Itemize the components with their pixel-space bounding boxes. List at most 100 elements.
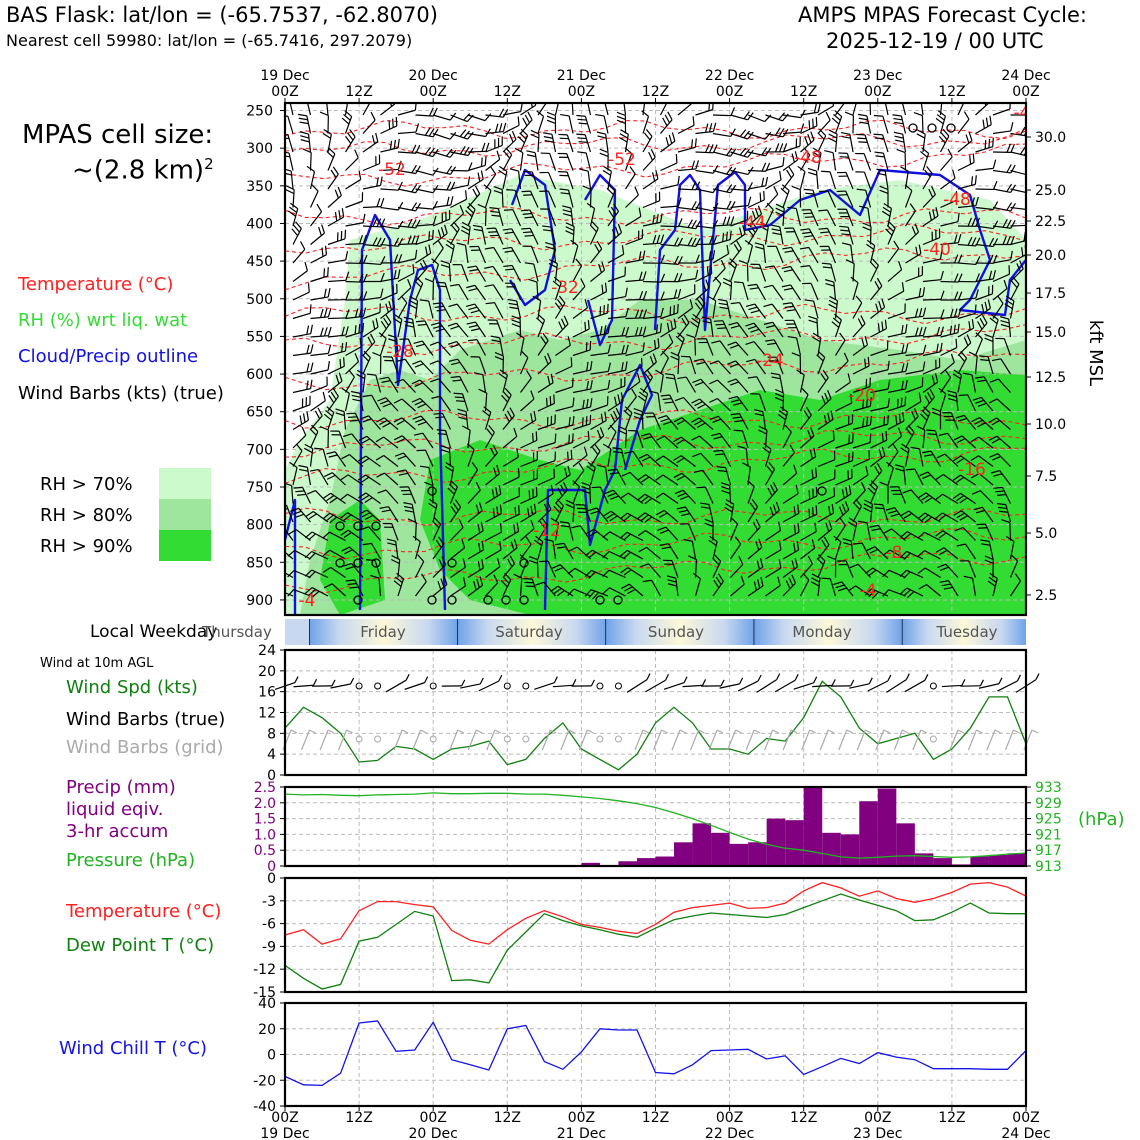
wind-barb-feather bbox=[739, 129, 747, 138]
wind-barb-staff bbox=[736, 322, 749, 338]
wind-barb-staff bbox=[310, 385, 328, 394]
wind-barb bbox=[502, 427, 518, 449]
wind-barb-feather bbox=[618, 137, 628, 143]
wind-barb-feather bbox=[642, 290, 648, 300]
wind-barb bbox=[469, 245, 487, 264]
precip-bar bbox=[655, 856, 675, 866]
wind-barb-true-feather bbox=[887, 674, 892, 682]
wind-barb bbox=[577, 151, 592, 171]
wind-barb-feather bbox=[691, 417, 700, 423]
precip-bar bbox=[674, 842, 693, 866]
wind-barb-staff bbox=[624, 153, 633, 171]
wind-barb-feather bbox=[680, 513, 691, 517]
wind-barb-feather bbox=[592, 447, 599, 455]
wind-barb-feather bbox=[1028, 128, 1032, 136]
wind-barb-feather bbox=[659, 529, 669, 534]
wind-barb-feather bbox=[362, 254, 368, 264]
bottom-hour-label: 00Z bbox=[1012, 1110, 1039, 1126]
wind-barb-feather bbox=[726, 216, 731, 226]
wind-barb bbox=[428, 498, 438, 523]
wind-barb-feather bbox=[362, 291, 368, 301]
wind-barb-staff bbox=[627, 567, 644, 579]
wind-barb-staff bbox=[493, 247, 504, 264]
wind-barb-feather bbox=[466, 443, 475, 451]
kft-tick-label: 12.5 bbox=[1035, 370, 1066, 386]
wind-barb-feather bbox=[437, 580, 442, 590]
wind-barb-feather bbox=[307, 283, 310, 293]
wind-barb-staff bbox=[957, 118, 970, 134]
wind-barb bbox=[310, 391, 326, 412]
wind-barb-staff bbox=[572, 369, 591, 375]
wind-barb-feather bbox=[412, 360, 421, 365]
wind-barb-staff bbox=[445, 430, 452, 449]
wind-barb-feather bbox=[483, 184, 492, 191]
wind-barb-feather bbox=[742, 462, 751, 468]
wind-barb-feather bbox=[513, 538, 518, 548]
wind-barb-feather bbox=[322, 549, 331, 557]
wind-barb-feather bbox=[517, 468, 520, 478]
wind-barb-staff bbox=[438, 341, 451, 356]
wind-barb-feather bbox=[732, 416, 742, 419]
wind-barb bbox=[920, 103, 924, 116]
wind-barb-staff bbox=[482, 374, 487, 393]
temp-contour-label: -20 bbox=[848, 386, 876, 406]
wind-barb bbox=[447, 322, 469, 338]
wind-barb-feather bbox=[436, 281, 446, 284]
wind-barb-feather bbox=[308, 552, 316, 560]
bottom-date-label: 24 Dec bbox=[1001, 1126, 1050, 1140]
wind-barb-feather bbox=[502, 576, 510, 584]
bottom-hour-label: 12Z bbox=[790, 1110, 817, 1126]
wind-barb-staff bbox=[397, 287, 412, 301]
wind-barb-staff bbox=[590, 352, 609, 357]
wind-barb-staff bbox=[432, 564, 447, 578]
wind-barb-feather bbox=[1028, 185, 1033, 192]
wind-barb bbox=[502, 555, 516, 578]
wind-barb-feather bbox=[432, 520, 440, 529]
wind-barb-feather bbox=[480, 170, 484, 180]
wind-barb-feather bbox=[484, 265, 494, 269]
wind-barb bbox=[394, 378, 416, 393]
wind-barb-feather bbox=[691, 237, 697, 247]
wind-barb-feather bbox=[271, 547, 279, 551]
wind-barb-staff bbox=[852, 103, 857, 116]
wind-barb-feather bbox=[594, 443, 601, 452]
wind-barb-feather bbox=[295, 513, 305, 518]
wind-barb-feather bbox=[351, 394, 361, 398]
wind-barb-feather bbox=[393, 580, 402, 587]
legend-rh80-label: RH > 80% bbox=[40, 505, 133, 526]
y2tick-label: 917 bbox=[1035, 843, 1062, 859]
wind-barb bbox=[662, 559, 679, 578]
wind-barb-staff bbox=[660, 184, 679, 190]
wind-barb-feather bbox=[411, 219, 417, 228]
wind-barb-feather bbox=[391, 298, 396, 308]
wind-barb-staff bbox=[292, 467, 298, 486]
wind-barb-feather bbox=[660, 418, 670, 423]
label-precip-1: Precip (mm) bbox=[66, 777, 176, 798]
wind-barb bbox=[571, 103, 574, 116]
wind-barb bbox=[466, 443, 475, 467]
wind-barb-feather bbox=[485, 142, 490, 152]
wind-barb-staff bbox=[457, 358, 469, 375]
wind-barb-feather bbox=[585, 416, 588, 426]
wind-barb-feather bbox=[675, 154, 678, 164]
wind-barb-feather bbox=[449, 131, 457, 140]
wind-barb-feather bbox=[472, 224, 482, 228]
wind-barb-feather bbox=[568, 434, 570, 444]
wind-barb-feather bbox=[434, 305, 444, 309]
wind-barb-feather bbox=[702, 282, 707, 291]
wind-barb-feather bbox=[288, 529, 297, 535]
label-dewpoint: Dew Point T (°C) bbox=[66, 935, 215, 956]
wind-barb-feather bbox=[361, 476, 370, 483]
wind-barb bbox=[677, 269, 699, 283]
wind-barb-staff bbox=[864, 134, 872, 153]
wind-barb-staff bbox=[327, 380, 343, 393]
wind-barb-staff bbox=[485, 173, 497, 190]
wind-barb-staff bbox=[359, 393, 364, 412]
wind-barb-staff bbox=[730, 563, 744, 578]
weekday-label: Local Weekday bbox=[90, 622, 218, 642]
wind-barb-staff bbox=[869, 226, 872, 245]
wind-barb-feather bbox=[375, 436, 385, 443]
wind-barb bbox=[554, 295, 566, 319]
wind-barb-staff bbox=[537, 442, 556, 449]
wind-barb-feather bbox=[415, 123, 420, 133]
